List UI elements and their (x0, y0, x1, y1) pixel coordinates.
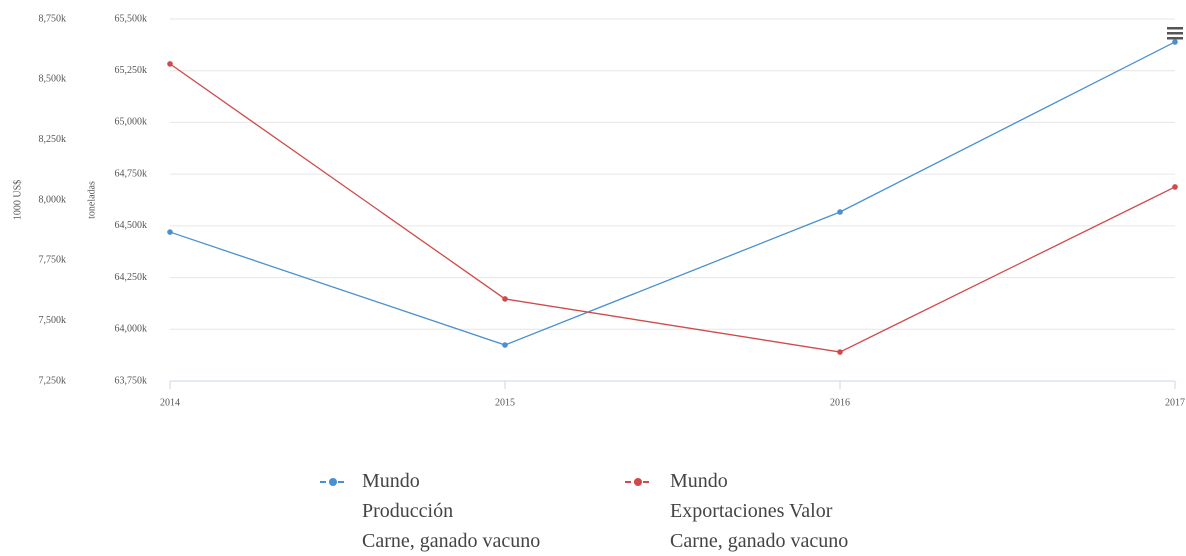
menu-bar[interactable] (1167, 32, 1183, 35)
y-tick-label: 64,750k (115, 168, 148, 179)
point (1172, 39, 1178, 45)
x-tick-label: 2015 (495, 397, 515, 408)
point (502, 342, 508, 348)
y2-tick-label: 7,750k (39, 255, 67, 266)
y2-tick-label: 8,250k (39, 134, 67, 145)
y2-tick-label: 7,250k (39, 375, 67, 386)
legend-label[interactable]: Mundo Producción Carne, ganado vacuno (362, 470, 541, 552)
x-tick-label: 2017 (1165, 397, 1185, 408)
y-axis-title: toneladas (86, 181, 97, 219)
legend-label[interactable]: Mundo Exportaciones Valor Carne, ganado … (670, 470, 849, 552)
x-tick-label: 2014 (160, 397, 180, 408)
point (837, 209, 843, 215)
y2-axis-title: 1000 US$ (12, 180, 23, 220)
line (169, 41, 1176, 346)
line (169, 63, 1176, 353)
y2-tick-label: 8,500k (39, 74, 67, 85)
legend-swatch (329, 478, 337, 486)
y2-tick-label: 7,500k (39, 315, 67, 326)
y-tick-label: 64,000k (115, 324, 148, 335)
point (167, 61, 173, 67)
point (837, 349, 843, 355)
menu-icon[interactable] (1167, 27, 1183, 40)
y-tick-label: 64,250k (115, 272, 148, 283)
y-tick-label: 65,000k (115, 117, 148, 128)
menu-bar[interactable] (1167, 27, 1183, 30)
y2-tick-label: 8,000k (39, 194, 67, 205)
menu-bar[interactable] (1167, 37, 1183, 40)
y2-tick-label: 8,750k (39, 13, 67, 24)
y-tick-label: 63,750k (115, 375, 148, 386)
x-tick-label: 2016 (830, 397, 850, 408)
y-tick-label: 64,500k (115, 220, 148, 231)
point (1172, 184, 1178, 190)
y-tick-label: 65,500k (115, 13, 148, 24)
y-tick-label: 65,250k (115, 65, 148, 76)
point (167, 229, 173, 235)
point (502, 296, 508, 302)
legend-swatch (634, 478, 642, 486)
